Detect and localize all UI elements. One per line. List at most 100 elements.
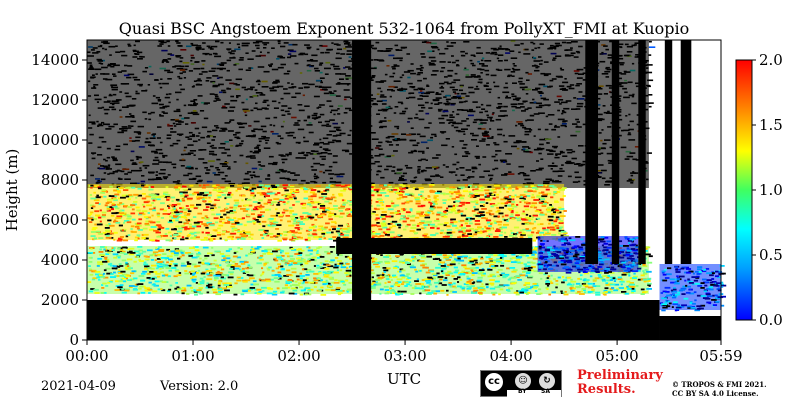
aerosol-layer-upper-pixel (233, 199, 239, 202)
aerosol-layer-upper-pixel (491, 204, 498, 207)
aerosol-layer-upper-pixel (459, 225, 463, 228)
aerosol-layer-upper-pixel (457, 229, 462, 232)
aerosol-layer-upper-pixel (422, 234, 427, 237)
aerosol-layer-upper-pixel (95, 202, 99, 204)
aerosol-layer-upper-pixel (393, 212, 398, 214)
aerosol-layer-lower-pixel (170, 260, 174, 263)
aerosol-layer-upper-pixel (246, 220, 253, 223)
aerosol-layer-upper-pixel (163, 235, 168, 237)
aerosol-layer-upper-pixel (557, 191, 561, 193)
aerosol-layer-upper-pixel (418, 193, 423, 196)
aerosol-layer-upper-pixel (324, 200, 330, 203)
aerosol-layer-upper-pixel (516, 219, 522, 222)
aerosol-layer-upper-pixel (485, 192, 490, 195)
aerosol-layer-upper-pixel (397, 234, 401, 237)
aerosol-layer-upper-pixel (543, 202, 548, 205)
aerosol-layer-upper-pixel (297, 220, 301, 223)
aerosol-layer-upper-pixel (339, 207, 345, 209)
aerosol-layer-upper-pixel (349, 186, 354, 189)
aerosol-layer-lower-pixel (98, 251, 104, 253)
aerosol-layer-upper-pixel (326, 207, 331, 209)
aerosol-layer-upper-pixel (143, 216, 148, 218)
aerosol-layer-upper-pixel (189, 206, 195, 208)
aerosol-layer-lower-pixel (469, 282, 474, 285)
aerosol-layer-upper-pixel (521, 218, 527, 221)
aerosol-layer-upper-pixel (344, 234, 350, 237)
aerosol-layer-upper-pixel (201, 231, 204, 234)
aerosol-layer-upper-pixel (398, 194, 404, 196)
aerosol-layer-upper-pixel (496, 220, 503, 223)
aerosol-layer-upper-pixel (252, 196, 256, 199)
aerosol-layer-upper-pixel (349, 200, 354, 203)
aerosol-layer-upper-pixel (229, 206, 234, 209)
aerosol-layer-upper-pixel (220, 210, 226, 212)
aerosol-layer-lower-pixel (116, 255, 122, 257)
aerosol-layer-upper-pixel (468, 237, 472, 239)
aerosol-layer-upper-pixel (168, 239, 173, 242)
aerosol-layer-upper-pixel (117, 191, 122, 194)
aerosol-layer-upper-pixel (412, 187, 416, 189)
aerosol-layer-lower-pixel (337, 293, 342, 296)
aerosol-layer-upper-pixel (114, 193, 120, 196)
aerosol-layer-upper-pixel (431, 201, 436, 203)
aerosol-layer-upper-pixel (556, 227, 560, 229)
aerosol-layer-upper-pixel (416, 210, 421, 213)
aerosol-layer-lower-pixel (313, 273, 319, 275)
aerosol-layer-lower-pixel (273, 291, 276, 294)
aerosol-layer-lower-pixel (636, 263, 642, 266)
aerosol-layer-lower-pixel (118, 263, 122, 266)
aerosol-layer-lower-pixel (413, 287, 420, 290)
aerosol-layer-upper-pixel (488, 192, 493, 195)
aerosol-layer-upper-pixel (404, 193, 410, 196)
aerosol-layer-lower-pixel (555, 286, 558, 289)
aerosol-layer-upper-pixel (554, 224, 559, 227)
aerosol-layer-upper-pixel (189, 227, 195, 230)
aerosol-layer-lower-pixel (499, 274, 503, 276)
aerosol-layer-upper-pixel (531, 196, 536, 199)
aerosol-layer-upper-pixel (440, 192, 446, 195)
aerosol-layer-lower-pixel (481, 272, 486, 275)
aerosol-layer-upper-pixel (192, 192, 197, 195)
aerosol-layer-upper-pixel (229, 210, 233, 212)
aerosol-layer-upper-pixel (165, 227, 170, 230)
aerosol-layer-upper-pixel (257, 186, 262, 189)
aerosol-layer-upper-pixel (108, 195, 111, 197)
aerosol-layer-upper-pixel (449, 186, 453, 189)
aerosol-layer-lower-pixel (154, 280, 160, 283)
aerosol-layer-upper-pixel (461, 203, 465, 206)
aerosol-layer-upper-pixel (205, 206, 210, 208)
aerosol-layer-upper-pixel (429, 203, 432, 206)
aerosol-layer-upper-pixel (181, 226, 188, 229)
aerosol-layer-upper-pixel (438, 214, 444, 216)
aerosol-layer-upper-pixel (312, 206, 317, 209)
aerosol-layer-upper-pixel (292, 195, 296, 198)
aerosol-layer-lower-pixel (379, 292, 382, 295)
aerosol-layer-lower-pixel (514, 260, 518, 262)
aerosol-layer-upper-pixel (546, 192, 552, 195)
aerosol-layer-upper-pixel (488, 225, 492, 227)
aerosol-layer-upper-pixel (412, 193, 415, 196)
aerosol-layer-lower-pixel (646, 288, 652, 290)
aerosol-layer-lower-pixel (202, 259, 205, 262)
aerosol-layer-upper-pixel (133, 193, 139, 196)
aerosol-layer-upper-pixel (474, 231, 480, 234)
aerosol-layer-upper-pixel (258, 205, 265, 208)
aerosol-layer-upper-pixel (204, 215, 208, 218)
aerosol-layer-upper-pixel (335, 184, 341, 187)
aerosol-layer-lower-pixel (175, 270, 180, 273)
aerosol-layer-upper-pixel (482, 230, 487, 233)
aerosol-layer-upper-pixel (107, 219, 112, 222)
aerosol-layer-upper-pixel (287, 200, 290, 203)
aerosol-layer-lower-pixel (602, 280, 606, 282)
aerosol-layer-upper-pixel (173, 186, 179, 189)
aerosol-layer-upper-pixel (271, 187, 275, 189)
aerosol-layer-lower-pixel (490, 283, 494, 286)
aerosol-layer-lower-pixel (321, 262, 325, 265)
aerosol-layer-upper-pixel (226, 203, 230, 205)
aerosol-layer-lower-pixel (581, 288, 587, 290)
aerosol-layer-lower-pixel (103, 276, 109, 279)
aerosol-layer-lower-pixel (499, 257, 503, 259)
aerosol-layer-lower-pixel (264, 248, 269, 251)
aerosol-layer-upper-pixel (213, 203, 217, 206)
aerosol-layer-upper-pixel (328, 228, 332, 231)
